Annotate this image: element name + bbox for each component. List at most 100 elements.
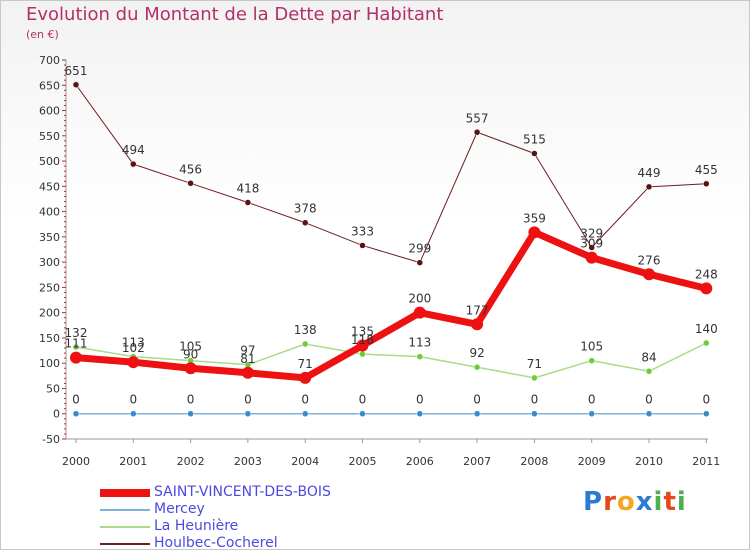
y-tick-label: 450	[39, 180, 60, 193]
data-label: 113	[408, 336, 431, 350]
series-line	[72, 228, 710, 382]
data-point	[528, 226, 541, 239]
x-tick-label: 2000	[62, 455, 90, 468]
series-line	[75, 342, 708, 379]
data-label: 105	[580, 340, 603, 354]
data-point	[359, 410, 366, 417]
data-point	[643, 268, 655, 281]
data-point	[645, 410, 653, 417]
data-label: 135	[351, 325, 374, 339]
data-label: 449	[638, 166, 661, 180]
data-label: 0	[473, 393, 481, 407]
data-label: 418	[236, 182, 259, 196]
data-point	[187, 410, 194, 417]
legend-swatch-mercey	[100, 509, 150, 511]
data-point	[72, 81, 80, 89]
data-label: 333	[351, 224, 374, 238]
data-point	[471, 318, 484, 331]
data-point	[244, 410, 252, 417]
data-point	[531, 410, 538, 417]
data-label: 97	[240, 344, 255, 358]
y-tick-label: 700	[39, 54, 60, 67]
legend-label: Mercey	[154, 501, 205, 517]
data-label: 102	[122, 341, 145, 355]
data-point	[585, 251, 598, 264]
data-point	[703, 339, 710, 347]
y-tick-label: 300	[39, 256, 60, 269]
data-point	[588, 410, 595, 417]
legend-swatch-saint-vincent	[100, 489, 150, 497]
data-label: 71	[527, 357, 542, 371]
data-label: 118	[351, 333, 374, 347]
data-label: 329	[580, 226, 603, 240]
data-label: 90	[183, 347, 198, 361]
y-tick-label: 600	[39, 105, 60, 118]
data-point	[187, 180, 194, 187]
data-label: 92	[469, 346, 484, 360]
data-label: 557	[466, 111, 489, 125]
y-tick-label: 200	[39, 307, 60, 320]
data-label: 248	[695, 267, 718, 281]
data-point	[645, 183, 653, 191]
data-point	[130, 410, 137, 417]
data-label: 84	[641, 350, 656, 364]
data-label: 0	[531, 393, 539, 407]
data-label: 276	[638, 253, 661, 267]
series-line	[75, 84, 707, 264]
x-tick-label: 2008	[520, 455, 548, 468]
x-tick-label: 2005	[349, 455, 377, 468]
data-point	[473, 129, 481, 136]
x-tick-label: 2011	[692, 455, 720, 468]
data-point	[301, 219, 309, 226]
proxiti-logo: Proxiti	[583, 487, 687, 517]
data-point	[588, 357, 595, 364]
y-tick-label: 0	[53, 408, 60, 421]
data-label: 81	[240, 352, 255, 366]
y-tick-label: 550	[39, 130, 60, 143]
data-label: 0	[702, 393, 710, 407]
x-tick-label: 2001	[119, 455, 147, 468]
data-label: 0	[645, 393, 653, 407]
data-point	[301, 410, 309, 417]
data-point	[416, 353, 424, 360]
data-label: 105	[179, 340, 202, 354]
data-point	[645, 368, 653, 375]
y-tick-label: 500	[39, 155, 60, 168]
chart-subtitle: (en €)	[26, 28, 59, 41]
data-point	[703, 180, 710, 188]
legend-swatch-la-heuniere	[100, 526, 150, 528]
data-point	[184, 362, 197, 375]
data-label: 111	[65, 337, 88, 351]
data-point	[244, 199, 252, 206]
legend-label: Houlbec-Cocherel	[154, 535, 278, 551]
y-tick-label: 400	[39, 206, 60, 219]
data-point	[416, 410, 424, 417]
data-point	[72, 410, 80, 417]
data-label: 455	[695, 163, 718, 177]
data-label: 138	[294, 323, 317, 337]
data-point	[70, 351, 82, 364]
data-label: 378	[294, 202, 317, 216]
x-tick-label: 2002	[177, 455, 205, 468]
data-point	[473, 410, 481, 417]
data-point	[703, 410, 710, 417]
data-point	[359, 242, 366, 249]
axes: -50 0 50 100 150 200 250 300 350 400 450 500 550 600 6…	[39, 54, 720, 468]
data-label: 515	[523, 132, 546, 146]
data-label: 359	[523, 211, 546, 225]
data-label: 0	[359, 393, 367, 407]
y-tick-label: 150	[39, 332, 60, 345]
chart-title: Evolution du Montant de la Dette par Hab…	[26, 4, 444, 25]
data-label: 0	[72, 393, 80, 407]
y-tick-label: 250	[39, 281, 60, 294]
x-tick-label: 2004	[291, 455, 319, 468]
data-label: 200	[408, 292, 431, 306]
data-point	[130, 160, 137, 168]
data-point	[301, 340, 309, 348]
data-point	[356, 339, 369, 352]
data-point	[72, 343, 80, 351]
data-label: 0	[129, 393, 137, 407]
